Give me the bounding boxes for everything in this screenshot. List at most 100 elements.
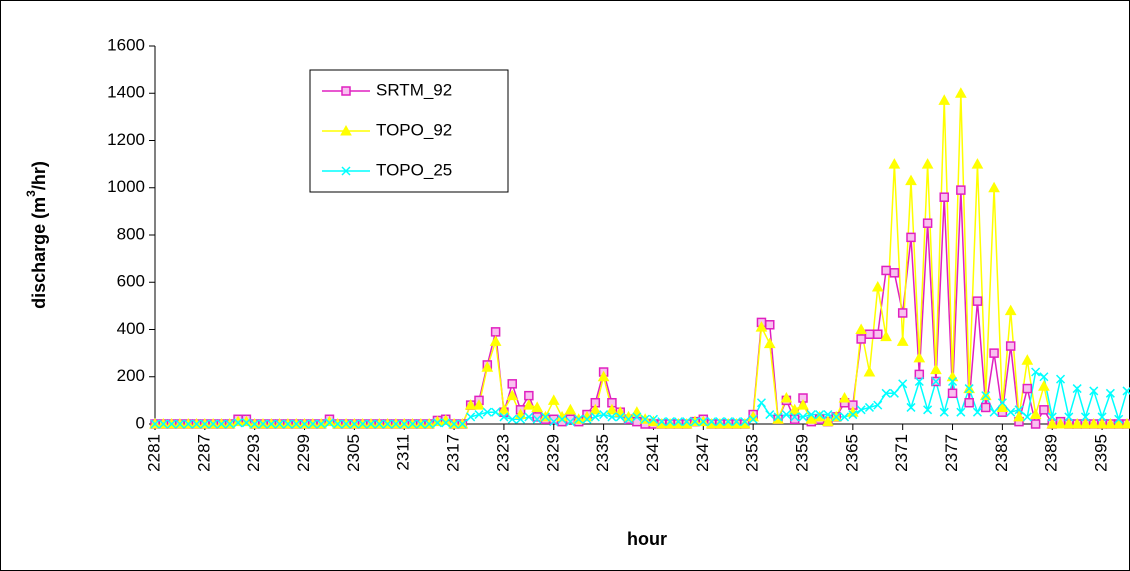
x-tick-label: 2335 <box>593 434 612 472</box>
marker <box>1114 414 1124 424</box>
marker <box>921 158 934 169</box>
y-title-part: discharge (m <box>29 197 49 309</box>
series-markers <box>150 367 1130 429</box>
marker <box>913 351 926 363</box>
marker <box>922 218 933 228</box>
marker <box>972 296 983 306</box>
marker <box>1072 384 1082 394</box>
marker <box>540 412 550 422</box>
marker <box>473 399 485 410</box>
marker <box>740 417 750 427</box>
marker <box>939 192 949 202</box>
marker <box>366 419 376 429</box>
marker <box>997 398 1007 408</box>
marker <box>225 419 235 429</box>
x-tick-label: 2323 <box>493 434 512 472</box>
x-tick-label: 2383 <box>992 434 1011 472</box>
marker <box>698 417 708 427</box>
marker <box>1039 405 1049 415</box>
marker <box>930 363 942 375</box>
marker <box>996 401 1009 412</box>
marker <box>582 414 592 424</box>
marker <box>788 403 801 415</box>
x-tick-label: 2311 <box>394 434 413 471</box>
marker <box>590 412 600 422</box>
marker <box>1080 412 1090 422</box>
marker <box>424 419 434 429</box>
marker <box>889 268 900 278</box>
marker <box>391 419 401 429</box>
marker <box>657 417 667 427</box>
x-tick-label: 2365 <box>842 434 861 472</box>
marker <box>815 410 825 420</box>
y-axis-title: discharge (m3/hr) <box>24 161 49 309</box>
y-tick-label: 1200 <box>107 130 145 149</box>
marker <box>1047 412 1057 422</box>
marker <box>1014 405 1024 415</box>
marker <box>981 391 991 401</box>
marker <box>383 419 393 429</box>
marker <box>1105 388 1115 398</box>
marker <box>939 407 949 417</box>
x-tick-label: 2395 <box>1092 434 1111 472</box>
marker <box>506 389 519 401</box>
marker <box>707 417 717 427</box>
marker <box>1054 417 1067 429</box>
marker <box>531 401 544 412</box>
marker <box>549 417 559 427</box>
marker <box>863 365 876 377</box>
marker <box>358 419 368 429</box>
marker <box>805 413 818 424</box>
marker <box>1021 354 1034 365</box>
marker <box>755 321 768 332</box>
marker <box>308 419 318 429</box>
marker <box>200 419 210 429</box>
marker <box>250 419 260 429</box>
marker <box>632 412 642 422</box>
marker <box>864 329 875 339</box>
marker <box>1038 380 1050 391</box>
y-tick-label: 600 <box>117 272 145 291</box>
marker <box>648 414 658 424</box>
marker <box>374 419 384 429</box>
marker <box>464 399 477 410</box>
marker <box>547 394 560 405</box>
marker <box>856 405 866 415</box>
marker <box>763 337 776 349</box>
x-axis-title: hour <box>627 529 667 549</box>
marker <box>848 410 858 420</box>
marker <box>1022 383 1033 394</box>
marker <box>798 412 808 422</box>
marker <box>748 414 758 424</box>
marker <box>1087 417 1100 429</box>
y-tick-label: 800 <box>117 224 145 243</box>
marker <box>898 379 908 389</box>
y-title-sup: 3 <box>24 190 38 197</box>
x-tick-label: 2371 <box>892 434 911 472</box>
marker <box>773 412 783 422</box>
legend-label: SRTM_92 <box>376 80 452 99</box>
marker <box>897 308 908 318</box>
marker <box>840 412 850 422</box>
marker <box>432 418 442 428</box>
marker <box>789 414 800 425</box>
marker <box>266 419 276 429</box>
marker <box>881 388 891 398</box>
marker <box>624 414 634 424</box>
marker <box>507 414 517 424</box>
marker <box>316 419 326 429</box>
x-tick-label: 2293 <box>244 434 263 472</box>
marker <box>481 361 494 372</box>
marker <box>1089 386 1099 396</box>
marker <box>931 376 941 387</box>
marker <box>989 407 999 417</box>
marker <box>856 334 866 344</box>
x-tick-label: 2353 <box>743 434 762 472</box>
marker <box>906 232 916 243</box>
x-tick-label: 2377 <box>942 434 961 472</box>
marker <box>1030 419 1041 429</box>
marker <box>175 419 185 429</box>
x-tick-label: 2359 <box>792 434 811 472</box>
marker <box>1104 417 1117 429</box>
marker <box>522 399 535 410</box>
